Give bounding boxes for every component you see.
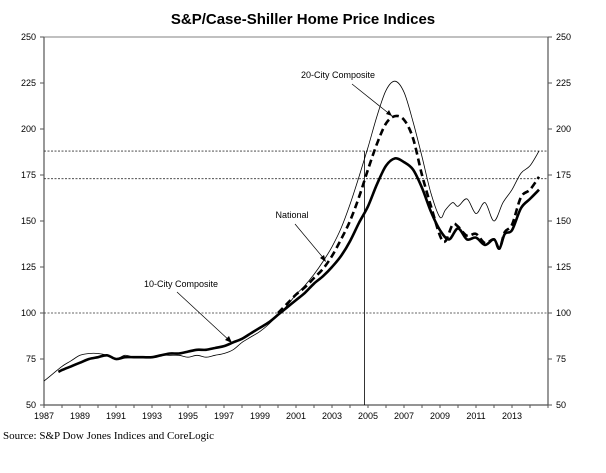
x-tick-label: 1997	[214, 411, 234, 421]
x-tick-label: 2003	[322, 411, 342, 421]
annotation-national-arrowhead	[320, 255, 326, 262]
x-tick-label: 2009	[430, 411, 450, 421]
y-tick-label-left: 100	[21, 308, 36, 318]
x-tick-label: 1995	[178, 411, 198, 421]
series-line-20-city-composite	[277, 114, 541, 314]
y-tick-label-right: 50	[556, 400, 566, 410]
y-tick-label-right: 225	[556, 78, 571, 88]
y-tick-label-left: 175	[21, 170, 36, 180]
x-tick-label: 1999	[250, 411, 270, 421]
x-tick-label: 1991	[106, 411, 126, 421]
x-tick-label: 2013	[502, 411, 522, 421]
y-tick-label-right: 150	[556, 216, 571, 226]
annotation-20-city-arrowhead	[386, 110, 392, 116]
x-axis: 1987 1989 1991 1993 1995 1997 1999 2001 2003 2005…	[34, 405, 549, 421]
y-tick-label-left: 150	[21, 216, 36, 226]
y-tick-label-right: 175	[556, 170, 571, 180]
y-tick-label-right: 250	[556, 32, 571, 42]
plot-frame	[43, 36, 549, 406]
source-note: Source: S&P Dow Jones Indices and CoreLo…	[3, 430, 215, 442]
x-tick-label: 1987	[34, 411, 54, 421]
y-tick-label-right: 75	[556, 354, 566, 364]
annotation-20-city-arrow	[351, 83, 393, 117]
annotation-20-city: 20-City Composite	[301, 70, 375, 80]
x-tick-label: 2005	[358, 411, 378, 421]
y-axis-left: 50 75 100 125 150 175 200 225 250	[21, 32, 44, 410]
y-tick-label-left: 125	[21, 262, 36, 272]
series-lines	[43, 80, 541, 382]
y-tick-label-left: 200	[21, 124, 36, 134]
annotation-10-city-arrowhead	[225, 336, 232, 343]
chart-title: S&P/Case-Shiller Home Price Indices	[171, 11, 435, 28]
series-line-10-city-composite	[43, 80, 540, 382]
y-tick-label-left: 50	[26, 400, 36, 410]
y-axis-right: 50 75 100 125 150 175 200 225 250	[548, 32, 571, 410]
annotation-national-arrow	[294, 223, 326, 261]
y-tick-label-right: 125	[556, 262, 571, 272]
annotation-10-city: 10-City Composite	[144, 279, 218, 289]
x-tick-label: 2007	[394, 411, 414, 421]
y-tick-label-right: 200	[556, 124, 571, 134]
y-tick-label-left: 225	[21, 78, 36, 88]
annotations: 20-City Composite National 10-City Compo…	[144, 70, 393, 343]
x-tick-label: 1993	[142, 411, 162, 421]
y-tick-label-left: 250	[21, 32, 36, 42]
annotation-national: National	[275, 210, 308, 220]
x-tick-label: 2001	[286, 411, 306, 421]
series-line-national	[57, 157, 540, 374]
x-tick-label: 1989	[70, 411, 90, 421]
x-tick-label: 2011	[466, 411, 485, 421]
annotation-10-city-arrow	[176, 291, 232, 343]
y-tick-label-left: 75	[26, 354, 36, 364]
y-tick-label-right: 100	[556, 308, 571, 318]
reference-lines	[44, 150, 548, 405]
